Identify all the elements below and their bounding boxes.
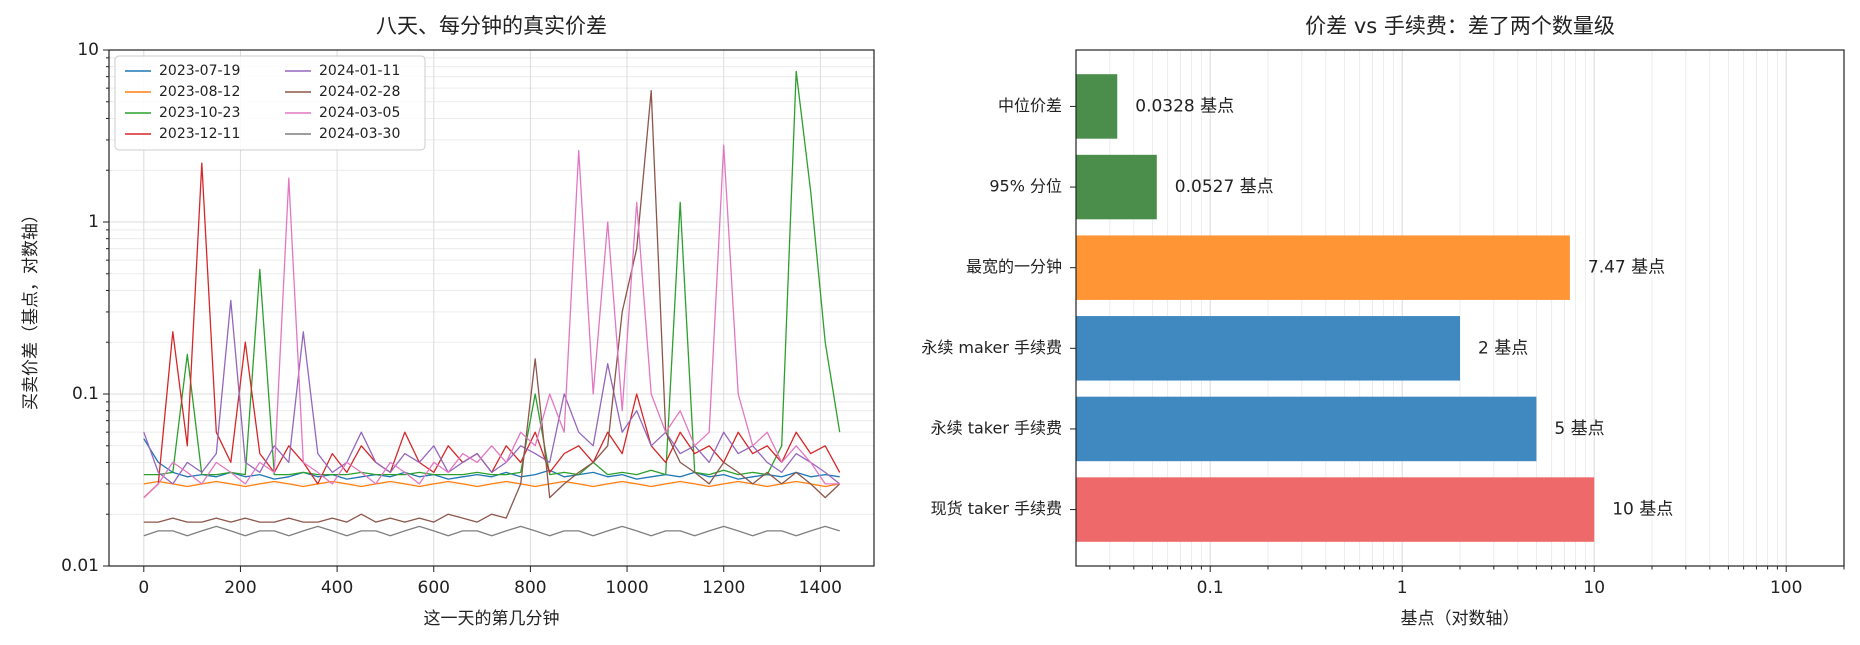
x-tick-label: 1000 — [605, 578, 648, 598]
x-tick-label: 600 — [418, 578, 450, 598]
bar — [1076, 74, 1118, 139]
series-line — [143, 162, 841, 499]
y-tick-label: 95% 分位 — [989, 177, 1062, 196]
y-tick-label: 0.1 — [72, 384, 99, 404]
legend-label: 2024-03-30 — [319, 126, 400, 142]
value-label: 5 基点 — [1554, 419, 1604, 439]
value-label: 10 基点 — [1612, 500, 1673, 520]
bar — [1076, 235, 1570, 300]
x-tick-label: 0.1 — [1197, 578, 1224, 598]
legend-label: 2023-10-23 — [159, 105, 240, 121]
y-tick-label: 永续 taker 手续费 — [931, 418, 1062, 437]
x-tick-label: 10 — [1583, 578, 1605, 598]
x-tick-label: 1 — [1397, 578, 1408, 598]
legend-label: 2023-12-11 — [159, 126, 240, 142]
x-tick-label: 400 — [321, 578, 353, 598]
x-tick-label: 100 — [1770, 578, 1802, 598]
legend-label: 2024-02-28 — [319, 84, 400, 100]
series-line — [143, 480, 840, 488]
y-tick-label: 1 — [88, 212, 99, 232]
series-line — [143, 90, 841, 523]
x-axis-label: 基点（对数轴） — [1401, 609, 1520, 629]
series-line — [143, 70, 841, 476]
chart-title: 价差 vs 手续费：差了两个数量级 — [1305, 14, 1615, 38]
chart-title: 八天、每分钟的真实价差 — [376, 14, 607, 38]
value-label: 0.0527 基点 — [1175, 177, 1274, 197]
y-tick-label: 永续 maker 手续费 — [921, 338, 1062, 357]
y-tick-label: 中位价差 — [998, 96, 1062, 115]
y-tick-label: 0.01 — [61, 556, 99, 576]
x-tick-label: 1200 — [702, 578, 745, 598]
series-line — [143, 144, 840, 499]
y-tick-label: 10 — [77, 40, 99, 60]
x-axis-label: 这一天的第几分钟 — [424, 609, 560, 629]
x-tick-label: 800 — [514, 578, 546, 598]
x-tick-label: 200 — [224, 578, 256, 598]
y-axis-label: 买卖价差（基点，对数轴） — [21, 206, 41, 410]
bar — [1076, 316, 1460, 381]
y-tick-label: 现货 taker 手续费 — [931, 499, 1062, 518]
legend-label: 2023-07-19 — [159, 63, 240, 79]
x-tick-label: 0 — [138, 578, 149, 598]
series-line — [143, 438, 840, 480]
series-line — [143, 525, 840, 537]
legend-label: 2024-03-05 — [319, 105, 400, 121]
bar — [1076, 396, 1537, 462]
plot-area — [143, 70, 841, 537]
axes-frame — [108, 49, 875, 567]
series-line — [143, 299, 841, 485]
legend-box — [114, 55, 426, 151]
bar — [1076, 154, 1157, 220]
bar — [1076, 477, 1595, 542]
x-tick-label: 1400 — [799, 578, 842, 598]
value-label: 2 基点 — [1478, 338, 1528, 358]
value-label: 7.47 基点 — [1588, 258, 1665, 278]
value-label: 0.0328 基点 — [1135, 96, 1234, 116]
legend-label: 2024-01-11 — [319, 63, 400, 79]
y-tick-label: 最宽的一分钟 — [966, 257, 1062, 276]
legend-label: 2023-08-12 — [159, 84, 240, 100]
axes-frame — [1075, 49, 1845, 567]
